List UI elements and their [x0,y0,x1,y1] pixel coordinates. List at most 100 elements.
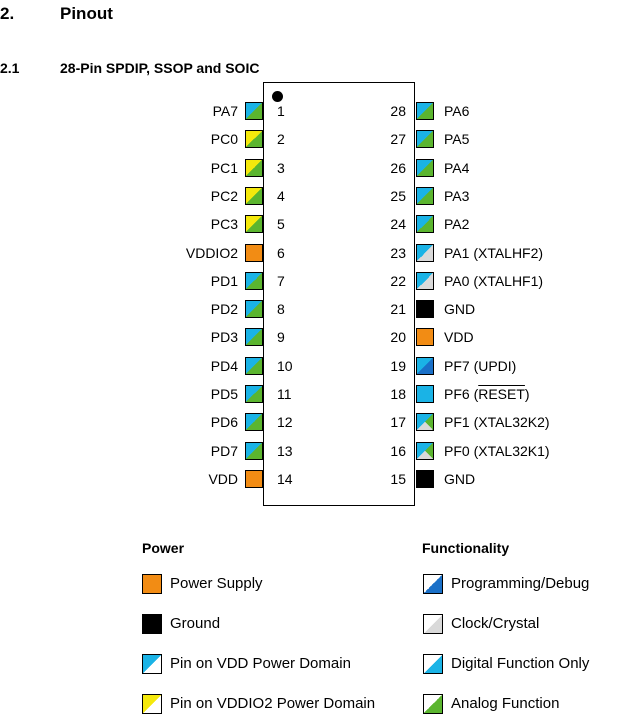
pin-8-number: 8 [277,301,285,318]
pin-11-swatch [245,385,263,403]
pin-14-name: VDD [208,470,238,487]
pin-26-swatch [416,158,434,177]
pin-13-swatch [245,441,263,460]
pin-23-number: 23 [390,244,406,261]
pin-8-name: PD2 [210,301,238,318]
pin-24-number: 24 [390,216,406,233]
pin-15-name: GND [444,470,476,487]
pin-7-swatch [245,271,263,290]
pin-7-number: 7 [277,272,285,289]
pin-4-name: PC2 [210,187,238,204]
pin-21-name: GND [444,301,476,318]
pin-2-swatch [245,130,263,149]
pin-8-swatch [245,300,263,319]
pin-9-name: PD3 [210,329,238,346]
pin-11-number: 11 [277,386,292,402]
pin-18-number: 18 [390,386,406,402]
legend-power-heading: Power [142,540,185,556]
legend-function-label-0: Programming/Debug [451,575,590,592]
pin-2-number: 2 [277,131,285,148]
pin-10-swatch [245,356,263,375]
pin-9-number: 9 [277,329,285,346]
legend-function-swatch-1 [423,614,443,634]
pin-19-name: PF7 (UPDI) [444,357,517,374]
pin-5-number: 5 [277,216,285,233]
legend-power-swatch-0 [142,574,162,594]
pin-5-name: PC3 [210,216,238,233]
pin-19-swatch [416,356,434,375]
pin-27-number: 27 [390,131,406,148]
chip-outline [263,82,415,506]
subsection-title: 28-Pin SPDIP, SSOP and SOIC [60,60,260,76]
pin-20-name: VDD [444,329,474,346]
pin-22-name: PA0 (XTALHF1) [444,272,544,289]
pin-23-name: PA1 (XTALHF2) [444,244,544,261]
pin-13-name: PD7 [210,442,238,459]
pin-21-swatch [416,300,434,319]
pin1-indicator [272,91,283,102]
pin-27-swatch [416,130,434,149]
pin-3-swatch [245,158,263,177]
pin-27-name: PA5 [444,131,470,148]
pin-11-name: PD5 [210,386,238,402]
pin-7-name: PD1 [210,272,238,289]
pin-3-name: PC1 [210,159,238,176]
legend-function-label-3: Analog Function [451,695,560,712]
pin-6-name: VDDIO2 [185,244,238,261]
section-title: Pinout [60,4,113,23]
pin-4-swatch [245,186,263,205]
pin-6-swatch [245,243,263,262]
pin-19-number: 19 [390,357,406,374]
pin-17-swatch [416,413,434,432]
pin-1-number: 1 [277,103,285,119]
pin-4-number: 4 [277,187,285,204]
pin-12-number: 12 [277,414,293,431]
legend-power-label-1: Ground [170,615,221,632]
legend-functionality-heading: Functionality [422,540,510,556]
pin-24-swatch [416,215,434,234]
legend-function-swatch-2 [423,654,443,674]
pin-25-swatch [416,186,434,205]
pin-21-number: 21 [390,301,406,318]
legend-function-swatch-3 [423,694,443,714]
reset-overbar-text: RESET [478,386,525,402]
pin-14-number: 14 [277,470,293,487]
pin-5-swatch [245,215,263,234]
pin-14-swatch [245,469,263,488]
legend-power-swatch-1 [142,614,162,634]
pin-15-number: 15 [390,470,406,487]
pin-26-name: PA4 [444,159,470,176]
legend-function-swatch-0 [423,574,443,594]
pin-20-swatch [416,328,434,347]
pin-12-name: PD6 [210,414,238,431]
pin-6-number: 6 [277,244,285,261]
pin-16-name: PF0 (XTAL32K1) [444,442,550,459]
pin-13-number: 13 [277,442,293,459]
pin-16-number: 16 [390,442,406,459]
pin-3-number: 3 [277,159,285,176]
pin-26-number: 26 [390,159,406,176]
pin-24-name: PA2 [444,216,470,233]
legend-function-label-2: Digital Function Only [451,655,590,672]
pin-10-name: PD4 [210,357,238,374]
pin-17-name: PF1 (XTAL32K2) [444,414,550,431]
pin-17-number: 17 [390,414,406,431]
pin-28-number: 28 [390,103,406,119]
pin-23-swatch [416,243,434,262]
legend-power-swatch-2 [142,654,162,674]
pin-28-name: PA6 [444,103,470,119]
pin-20-number: 20 [390,329,406,346]
legend-power-label-2: Pin on VDD Power Domain [170,655,351,672]
pin-15-swatch [416,469,434,488]
pin-16-swatch [416,441,434,460]
pin-25-number: 25 [390,187,406,204]
pin-1-name: PA7 [212,103,238,119]
legend-power-label-0: Power Supply [170,575,263,592]
section-number: 2. [0,4,15,23]
pin-9-swatch [245,328,263,347]
pin-1-swatch [245,102,263,120]
pin-2-name: PC0 [210,131,238,148]
pin-22-number: 22 [390,272,406,289]
pin-28-swatch [416,102,434,120]
pin-18-swatch [416,385,434,403]
